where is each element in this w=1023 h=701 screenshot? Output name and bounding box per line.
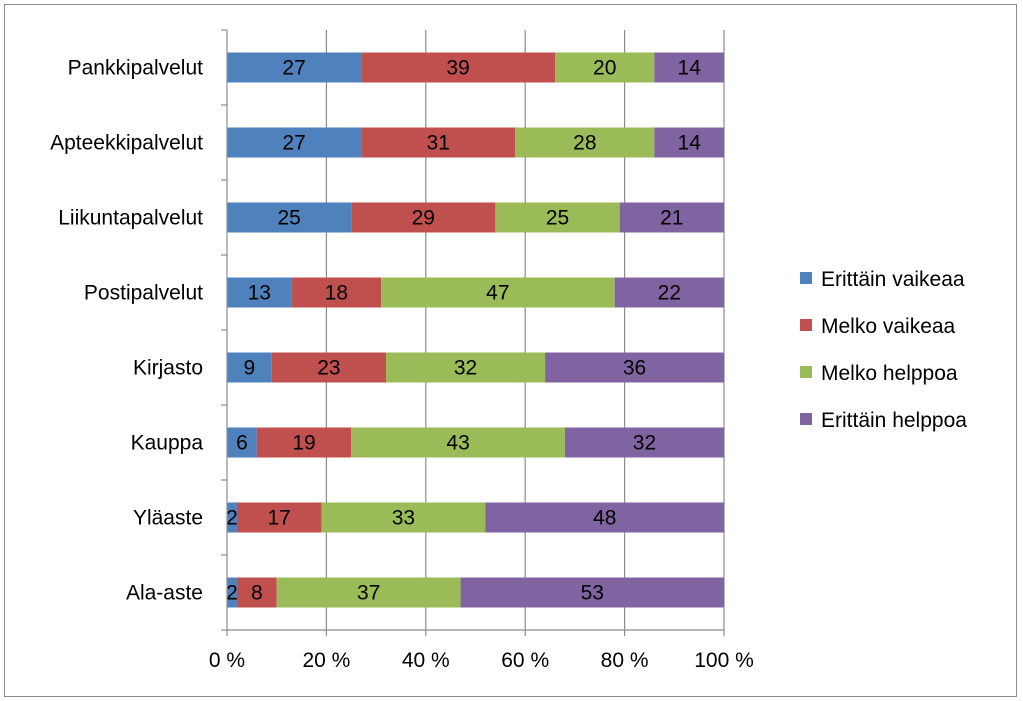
bar-segment [654,52,724,83]
data-label: 20 [593,57,616,80]
category-label: Pankkipalvelut [68,57,204,80]
data-label: 47 [486,282,509,305]
bar-segment [555,52,655,83]
y-axis-categories: Pankkipalvelut Apteekkipalvelut Liikuntapa… [50,57,203,605]
data-label: 43 [446,432,469,455]
legend-swatch [800,319,812,331]
legend-entry: Erittäin vaikeaa [821,268,965,291]
bar-segment [236,577,277,608]
legend-entry: Erittäin helppoa [821,409,967,432]
x-tick-label: 40 % [402,649,450,672]
legend-swatch [800,366,812,378]
bar-segment [276,577,461,608]
bar-segment [619,202,724,233]
data-label: 14 [678,132,702,155]
data-label: 14 [678,57,702,80]
legend-entry: Melko helppoa [821,362,958,385]
x-tick-label: 100 % [694,649,754,672]
data-label: 6 [236,432,248,455]
bar-segment [227,52,362,83]
category-label: Liikuntapalvelut [58,207,203,230]
data-label: 31 [427,132,450,155]
data-label: 8 [251,582,263,605]
bar-segment [495,202,620,233]
data-label: 29 [412,207,435,230]
axes [221,29,724,631]
data-label: 27 [282,132,305,155]
x-tick-label: 80 % [601,649,649,672]
data-label: 32 [454,357,477,380]
legend: Erittäin vaikeaa Melko vaikeaa Melko helpp… [800,268,967,432]
bar-segment [485,502,724,533]
data-label: 36 [623,357,646,380]
bar-segment [361,52,556,83]
legend-swatch [800,272,812,284]
data-label: 37 [357,582,380,605]
bar-segment [291,277,382,308]
category-label: Kauppa [131,432,204,455]
x-tick-label: 20 % [302,649,350,672]
data-label: 48 [593,507,616,530]
bar-segment [386,352,546,383]
data-label: 32 [633,432,656,455]
data-label: 22 [658,282,681,305]
x-tick-label: 0 % [209,649,245,672]
bar-segment [614,277,724,308]
legend-entry: Melko vaikeaa [821,315,956,338]
data-label: 13 [248,282,271,305]
bar-segment [515,127,655,158]
data-label: 17 [268,507,291,530]
category-label: Ala-aste [126,582,203,605]
bar-segment [321,502,486,533]
bar-segment [256,427,352,458]
category-label: Yläaste [133,507,203,530]
x-tick-label: 60 % [501,649,549,672]
data-label: 27 [282,57,305,80]
data-label: 18 [325,282,348,305]
bar-segment [227,352,272,383]
data-label: 25 [277,207,300,230]
data-label: 2 [226,507,238,530]
data-label: 28 [573,132,596,155]
data-label: 25 [546,207,569,230]
bar-segment [227,502,237,533]
data-label: 9 [244,357,256,380]
bar-segment [381,277,615,308]
bar-segment [351,427,565,458]
category-label: Postipalvelut [84,282,203,305]
bar-segment [271,352,387,383]
bar-segment [227,277,292,308]
bar-segment [564,427,724,458]
bar-segment [236,502,322,533]
bar-segment [227,427,257,458]
bar-segment [227,577,237,608]
data-label: 33 [392,507,415,530]
data-label: 53 [581,582,604,605]
data-label: 21 [660,207,683,230]
bar-segment [351,202,496,233]
data-label: 23 [317,357,340,380]
bar-segment [227,202,352,233]
bar-segment [545,352,724,383]
x-axis-ticks: 0 % 20 % 40 % 60 % 80 % 100 % [209,630,754,672]
bar-segment [361,127,516,158]
bar-segment [654,127,724,158]
category-label: Kirjasto [133,357,203,380]
bar-segment [460,577,724,608]
category-label: Apteekkipalvelut [50,132,203,155]
data-label: 2 [226,582,238,605]
data-label: 39 [446,57,469,80]
data-label: 19 [292,432,315,455]
bar-segment [227,127,362,158]
gridlines [325,30,725,630]
legend-swatch [800,413,812,425]
